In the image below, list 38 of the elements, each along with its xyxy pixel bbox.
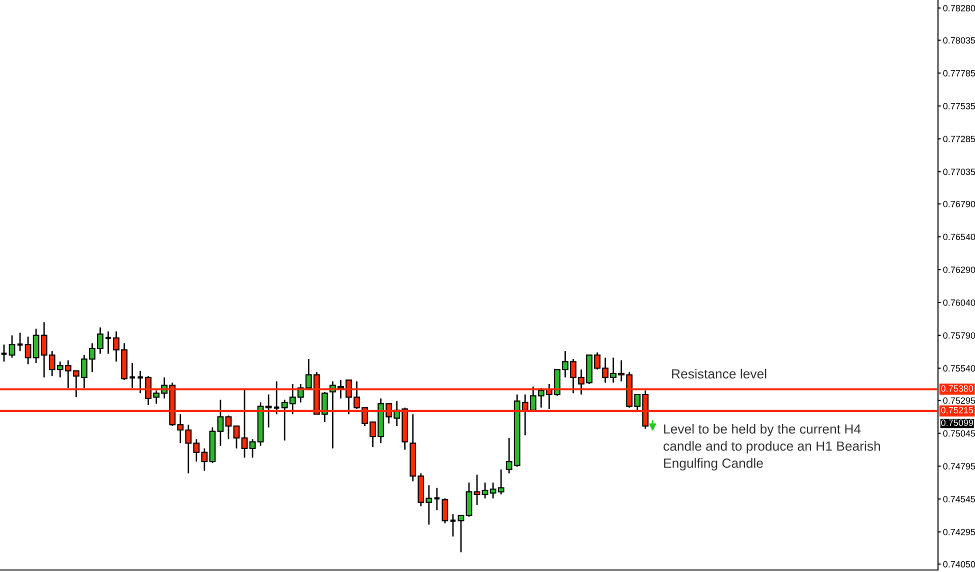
y-tick-label: 0.77535 xyxy=(943,102,975,110)
candlestick xyxy=(466,482,472,518)
y-tick-label: 0.74545 xyxy=(943,496,975,502)
candlestick xyxy=(482,482,488,500)
y-tick-label: 0.75295 xyxy=(943,397,975,404)
candlestick xyxy=(272,380,280,415)
text: 0.75099 xyxy=(941,420,974,426)
candlestick xyxy=(217,399,224,446)
candlestick xyxy=(8,334,16,358)
candlestick xyxy=(474,474,480,506)
y-tick-label: 0.77285 xyxy=(943,136,975,142)
candlestick xyxy=(458,514,464,553)
y-tick-label: 0.74050 xyxy=(943,561,975,568)
y-tick-label: 0.78035 xyxy=(943,37,975,44)
ref-line-label: 0.75215 xyxy=(941,406,974,414)
y-tick-label: 0.76290 xyxy=(943,266,975,273)
y-tick-label: 0.75045 xyxy=(943,430,975,437)
candlestick xyxy=(249,438,256,458)
y-tick-label: 0.78280 xyxy=(943,4,975,12)
candlestick xyxy=(433,487,441,511)
candlestick xyxy=(449,513,457,538)
y-tick-label: 0.76540 xyxy=(943,234,975,240)
candlestick xyxy=(0,344,8,362)
candlestick xyxy=(225,414,232,440)
y-tick-label: 0.77035 xyxy=(943,168,975,176)
y-tick-label: 0.74795 xyxy=(943,463,975,470)
y-tick-label: 0.77785 xyxy=(943,70,975,76)
candlestick xyxy=(233,425,240,450)
y-tick-label: 0.75540 xyxy=(943,365,975,372)
y-tick-label: 0.74295 xyxy=(943,528,975,536)
y-tick-label: 0.76040 xyxy=(943,299,975,306)
candlestick xyxy=(442,498,448,524)
y-tick-label: 0.75790 xyxy=(943,332,975,339)
annotation: Resistance level xyxy=(672,368,766,379)
candlestick xyxy=(136,370,144,394)
ref-line-label: 0.75380 xyxy=(941,385,974,392)
annotation: Level to be held by the current H4 candle and to produce an H1 Bearish Engulfing Candle xyxy=(664,424,880,470)
y-tick-label: 0.76790 xyxy=(943,200,975,208)
